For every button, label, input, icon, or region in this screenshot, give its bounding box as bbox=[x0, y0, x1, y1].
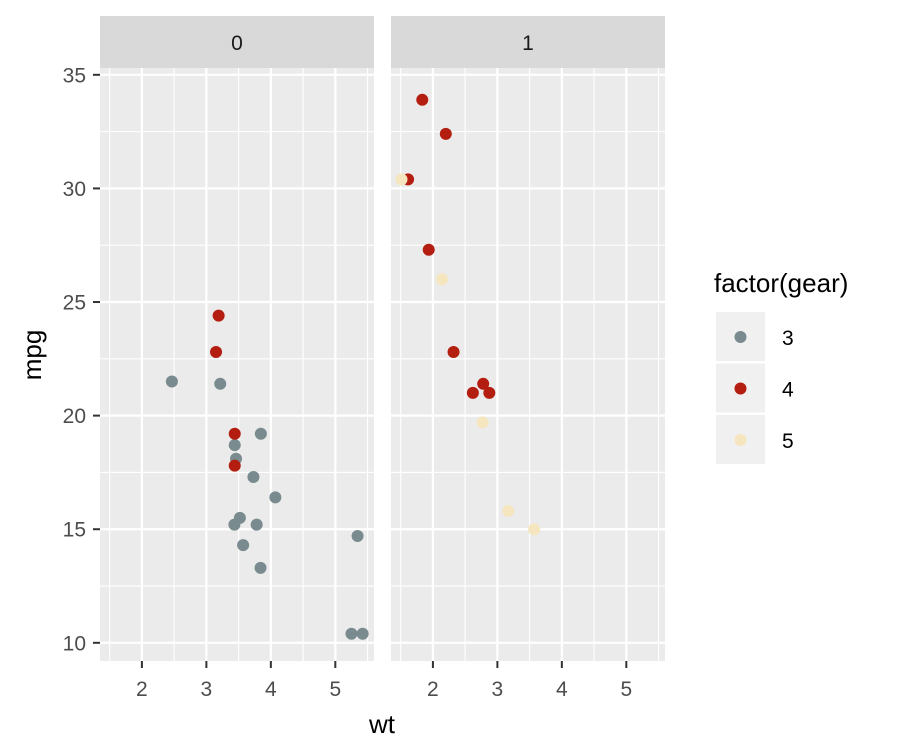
panel-background bbox=[100, 68, 374, 661]
data-point-gear-4 bbox=[228, 427, 241, 440]
data-point-gear-4 bbox=[447, 346, 460, 359]
data-point-gear-4 bbox=[422, 243, 435, 256]
y-tick-label: 35 bbox=[63, 64, 86, 87]
data-point-gear-3 bbox=[247, 470, 260, 483]
y-tick-label: 20 bbox=[63, 405, 86, 428]
x-tick-label: 5 bbox=[620, 678, 632, 701]
data-point-gear-3 bbox=[254, 561, 267, 574]
x-tick-label: 5 bbox=[329, 678, 341, 701]
facet-strip bbox=[391, 16, 665, 68]
data-point-gear-4 bbox=[483, 386, 496, 399]
x-tick-label: 2 bbox=[427, 678, 439, 701]
data-point-gear-4 bbox=[228, 459, 241, 472]
data-point-gear-5 bbox=[435, 273, 448, 286]
x-axis-title: wt bbox=[368, 709, 396, 739]
data-point-gear-3 bbox=[237, 539, 250, 552]
data-point-gear-4 bbox=[210, 346, 223, 359]
panel-0: 0 bbox=[100, 16, 374, 661]
data-point-gear-3 bbox=[345, 627, 358, 640]
data-point-gear-3 bbox=[269, 491, 282, 504]
y-tick-label: 15 bbox=[63, 519, 86, 542]
facet-strip-label: 0 bbox=[231, 32, 243, 55]
legend: factor(gear) 3 4 5 bbox=[714, 268, 848, 464]
data-point-gear-4 bbox=[212, 309, 225, 322]
data-point-gear-5 bbox=[395, 173, 408, 186]
data-points bbox=[165, 93, 541, 640]
data-point-gear-4 bbox=[477, 377, 490, 390]
x-tick-label: 4 bbox=[556, 678, 568, 701]
data-point-gear-3 bbox=[356, 627, 369, 640]
data-point-gear-3 bbox=[228, 439, 241, 452]
data-point-gear-5 bbox=[528, 523, 541, 536]
legend-swatch-5 bbox=[734, 434, 747, 446]
axes: 2 3 4 5 2 3 4 5 10 15 20 25 30 35 bbox=[63, 64, 633, 701]
data-point-gear-3 bbox=[228, 518, 241, 531]
x-tick-label: 2 bbox=[136, 678, 148, 701]
data-point-gear-3 bbox=[254, 427, 267, 440]
y-tick-label: 10 bbox=[63, 632, 86, 655]
panel-background bbox=[391, 68, 665, 661]
x-tick-label: 3 bbox=[492, 678, 504, 701]
panel-1: 1 bbox=[391, 16, 665, 661]
legend-swatch-3 bbox=[734, 331, 747, 343]
y-tick-label: 30 bbox=[63, 178, 86, 201]
x-tick-label: 4 bbox=[265, 678, 277, 701]
data-point-gear-4 bbox=[439, 127, 452, 140]
data-point-gear-5 bbox=[502, 505, 515, 518]
y-tick-label: 25 bbox=[63, 292, 86, 315]
y-axis-title: mpg bbox=[17, 330, 47, 381]
data-point-gear-3 bbox=[214, 377, 227, 390]
data-point-gear-3 bbox=[351, 530, 364, 543]
legend-label-4: 4 bbox=[782, 379, 794, 402]
data-point-gear-3 bbox=[165, 375, 178, 388]
legend-label-3: 3 bbox=[782, 327, 794, 350]
legend-title: factor(gear) bbox=[714, 268, 848, 298]
data-point-gear-3 bbox=[250, 518, 263, 531]
legend-swatch-4 bbox=[734, 382, 747, 395]
legend-label-5: 5 bbox=[782, 430, 794, 453]
data-point-gear-5 bbox=[476, 416, 489, 429]
x-tick-label: 3 bbox=[201, 678, 213, 701]
data-point-gear-4 bbox=[416, 93, 429, 106]
facet-strip-label: 1 bbox=[522, 32, 534, 55]
facet-strip bbox=[100, 16, 374, 68]
data-point-gear-4 bbox=[466, 386, 479, 399]
